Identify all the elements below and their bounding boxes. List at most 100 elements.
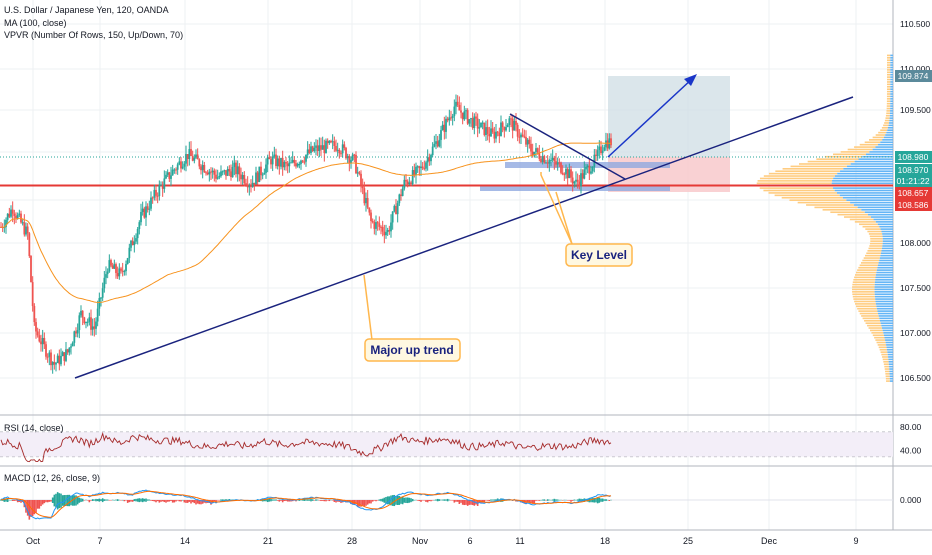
vpvr-row-up — [889, 377, 893, 380]
vpvr-row-down — [860, 262, 879, 264]
vpvr-row-up — [888, 363, 893, 366]
candle-body — [371, 220, 374, 223]
macd-histogram-bar — [526, 500, 529, 503]
candle-body — [98, 298, 101, 309]
macd-histogram-bar — [561, 500, 564, 501]
candle-body — [545, 162, 547, 164]
candle-body — [106, 271, 109, 275]
candle-body — [551, 157, 554, 161]
candle-body — [568, 169, 571, 179]
price-tag-label-target: 109.874 — [898, 71, 929, 81]
candle-body — [236, 166, 239, 175]
candle-body — [606, 140, 609, 149]
candle-body — [200, 166, 202, 171]
candle-body — [178, 161, 181, 165]
macd-label: MACD (12, 26, close, 9) — [4, 473, 101, 483]
candle-body — [303, 161, 306, 163]
vpvr-row-down — [886, 85, 891, 88]
macd-histogram-bar — [303, 499, 306, 501]
macd-histogram-bar — [20, 500, 22, 503]
candle-body — [308, 149, 311, 153]
macd-histogram-bar — [458, 500, 461, 504]
candle-body — [531, 151, 534, 156]
vpvr-row-down — [798, 163, 851, 165]
macd-histogram-bar — [363, 500, 366, 507]
macd-histogram-bar — [483, 500, 486, 503]
candle-body — [33, 306, 36, 323]
candle-body — [443, 124, 446, 132]
macd-histogram-bar — [285, 500, 287, 502]
vpvr-row-up — [881, 250, 893, 252]
candle-body — [135, 238, 137, 242]
candle-body — [596, 150, 599, 156]
candle-body — [478, 127, 481, 129]
candle-body — [385, 232, 387, 236]
candle-body — [576, 179, 579, 182]
candle-body — [63, 352, 66, 361]
candle-body — [153, 189, 156, 198]
candle-body — [193, 157, 196, 161]
macd-histogram-bar — [425, 500, 427, 502]
macd-histogram-bar — [486, 500, 489, 501]
macd-histogram-bar — [105, 499, 107, 501]
candle-body — [235, 162, 237, 175]
candle-body — [131, 240, 134, 246]
macd-histogram-bar — [565, 499, 567, 501]
macd-histogram-bar — [418, 500, 421, 502]
candle-body — [66, 349, 69, 353]
vpvr-row-down — [886, 64, 891, 66]
vpvr-row-up — [876, 305, 893, 308]
macd-histogram-bar — [198, 500, 201, 505]
macd-histogram-bar — [200, 500, 202, 505]
vpvr-row-down — [886, 76, 891, 78]
vpvr-row-down — [869, 235, 883, 238]
price-tag-level — [895, 187, 932, 199]
price-tag-stop — [895, 199, 932, 211]
macd-histogram-bar — [581, 499, 584, 502]
macd-histogram-bar — [266, 498, 269, 503]
vpvr-row-down — [870, 329, 883, 332]
candle-body — [506, 124, 509, 128]
vpvr-row-up — [889, 122, 893, 124]
macd-histogram-bar — [360, 500, 362, 507]
vpvr-row-down — [774, 194, 840, 197]
vpvr-row-down — [869, 242, 883, 245]
candle-body — [91, 326, 94, 330]
macd-histogram-bar — [610, 499, 612, 501]
candle-body — [75, 331, 77, 334]
candle-body — [491, 128, 494, 132]
vpvr-row-down — [855, 303, 876, 305]
candle-body — [356, 172, 359, 174]
candle-body — [438, 139, 441, 147]
vpvr-row-down — [854, 146, 876, 148]
macd-histogram-bar — [131, 500, 134, 502]
candle-body — [53, 361, 56, 365]
macd-histogram-bar — [405, 497, 407, 503]
macd-histogram-bar — [426, 500, 429, 503]
candle-body — [561, 172, 564, 175]
candle-body — [490, 128, 492, 137]
candle-body — [38, 335, 41, 342]
vpvr-row-down — [884, 119, 890, 122]
key-level-callout-box — [565, 243, 633, 267]
candle-body — [223, 170, 226, 172]
candle-body — [56, 355, 59, 363]
macd-histogram-bar — [535, 500, 537, 501]
candle-body — [76, 330, 79, 334]
vpvr-row-down — [870, 240, 883, 242]
candle-body — [481, 122, 484, 124]
macd-histogram-bar — [438, 499, 441, 501]
macd-histogram-bar — [553, 498, 556, 502]
macd-histogram-bar — [336, 500, 339, 502]
candle-body — [558, 162, 561, 164]
macd-histogram-bar — [361, 500, 364, 506]
vpvr-row-down — [759, 187, 834, 189]
candle-body — [348, 156, 351, 164]
macd-histogram-bar — [300, 499, 302, 501]
candle-body — [530, 143, 532, 152]
vpvr-row-down — [854, 221, 876, 223]
macd-histogram-bar — [608, 500, 611, 501]
vpvr-row-up — [877, 310, 893, 312]
vpvr-row-down — [880, 129, 888, 131]
